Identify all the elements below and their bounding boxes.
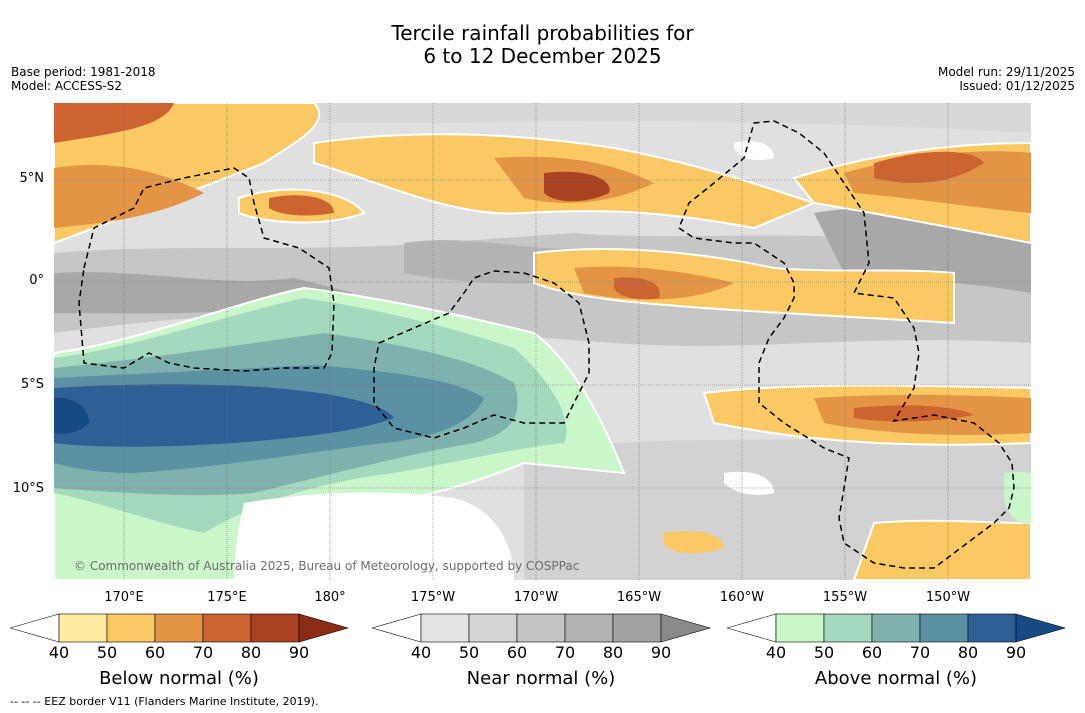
- colorbar-swatch: [920, 614, 968, 642]
- lon-label-170w: 170°W: [506, 590, 566, 605]
- lon-label-150w: 150°W: [918, 590, 978, 605]
- colorbar-swatch: [107, 614, 155, 642]
- lat-label-5s: 5°S: [0, 377, 44, 392]
- cb-below-tick: 50: [87, 643, 127, 662]
- colorbar-swatch: [872, 614, 920, 642]
- lat-label-5n: 5°N: [0, 171, 44, 186]
- cb-above-tick: 70: [900, 643, 940, 662]
- issued-label: Issued: 01/12/2025: [938, 79, 1075, 93]
- lat-label-0: 0°: [0, 273, 44, 288]
- cb-above-tick: 50: [804, 643, 844, 662]
- cb-above-tick: 80: [948, 643, 988, 662]
- colorbar-swatch: [372, 614, 421, 642]
- meta-right: Model run: 29/11/2025 Issued: 01/12/2025: [938, 65, 1075, 93]
- cb-near-tick: 80: [593, 643, 633, 662]
- colorbar-swatch: [565, 614, 613, 642]
- colorbar-swatch: [613, 614, 661, 642]
- lon-label-160w: 160°W: [712, 590, 772, 605]
- lon-label-155w: 155°W: [815, 590, 875, 605]
- colorbar-swatch: [727, 614, 776, 642]
- cb-near-tick: 60: [497, 643, 537, 662]
- cb-near-tick: 40: [401, 643, 441, 662]
- lat-label-10s: 10°S: [0, 481, 44, 496]
- cb-above-title: Above normal (%): [776, 668, 1016, 689]
- colorbar-swatch: [824, 614, 872, 642]
- copyright-text: © Commonwealth of Australia 2025, Bureau…: [74, 559, 579, 573]
- lon-label-175w: 175°W: [403, 590, 463, 605]
- cb-above-tick: 40: [756, 643, 796, 662]
- colorbar-near-normal: [372, 612, 712, 644]
- cb-below-tick: 40: [39, 643, 79, 662]
- cb-near-tick: 90: [641, 643, 681, 662]
- eez-legend-footer: -- -- -- EEZ border V11 (Flanders Marine…: [10, 695, 318, 708]
- cb-below-title: Below normal (%): [59, 668, 299, 689]
- colorbar-swatch: [10, 614, 59, 642]
- colorbar-swatch: [59, 614, 107, 642]
- lon-label-175e: 175°E: [197, 590, 257, 605]
- lon-label-170e: 170°E: [94, 590, 154, 605]
- cb-below-tick: 90: [279, 643, 319, 662]
- chart-title-line2: 6 to 12 December 2025: [0, 45, 1085, 68]
- colorbar-swatch: [203, 614, 251, 642]
- rainfall-map: © Commonwealth of Australia 2025, Bureau…: [54, 103, 1031, 580]
- cb-below-tick: 70: [183, 643, 223, 662]
- model-run-label: Model run: 29/11/2025: [938, 65, 1075, 79]
- cb-above-tick: 60: [852, 643, 892, 662]
- colorbar-swatch: [469, 614, 517, 642]
- colorbar-swatch: [517, 614, 565, 642]
- colorbar-swatch: [251, 614, 299, 642]
- colorbar-below-normal: [10, 612, 350, 644]
- chart-title-line1: Tercile rainfall probabilities for: [0, 22, 1085, 45]
- colorbar-swatch: [776, 614, 824, 642]
- lon-label-180: 180°: [300, 590, 360, 605]
- base-period-label: Base period: 1981-2018: [11, 65, 156, 79]
- cb-near-title: Near normal (%): [421, 668, 661, 689]
- colorbar-swatch: [299, 614, 348, 642]
- meta-left: Base period: 1981-2018 Model: ACCESS-S2: [11, 65, 156, 93]
- colorbar-swatch: [661, 614, 710, 642]
- cb-near-tick: 50: [449, 643, 489, 662]
- cb-near-tick: 70: [545, 643, 585, 662]
- lon-label-165w: 165°W: [609, 590, 669, 605]
- model-label: Model: ACCESS-S2: [11, 79, 156, 93]
- colorbar-swatch: [1016, 614, 1065, 642]
- colorbar-swatch: [968, 614, 1016, 642]
- cb-above-tick: 90: [996, 643, 1036, 662]
- colorbar-swatch: [421, 614, 469, 642]
- cb-below-tick: 60: [135, 643, 175, 662]
- cb-below-tick: 80: [231, 643, 271, 662]
- colorbar-above-normal: [727, 612, 1067, 644]
- colorbar-swatch: [155, 614, 203, 642]
